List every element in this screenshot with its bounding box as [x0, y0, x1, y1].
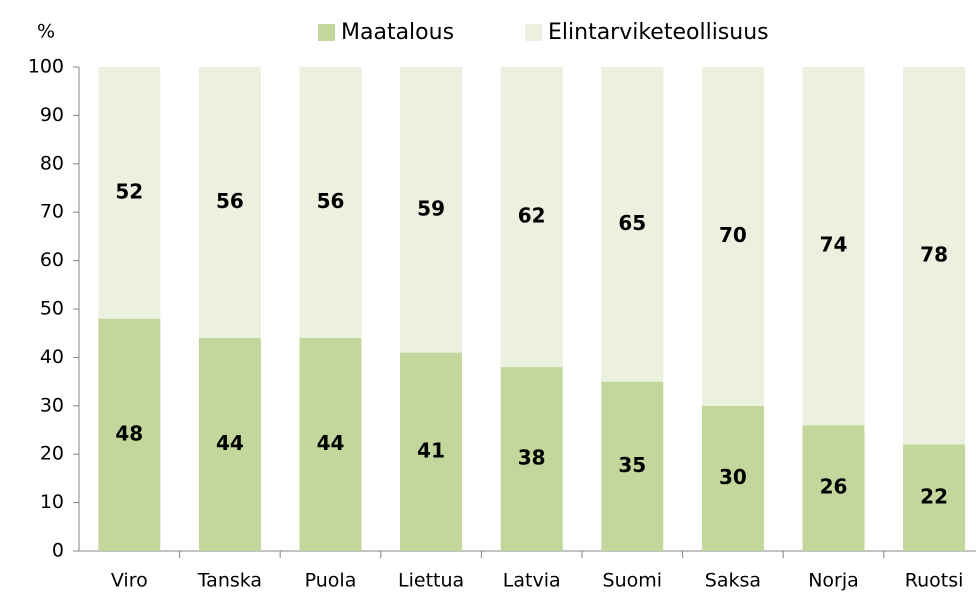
value-label: 41 — [417, 438, 445, 462]
y-tick-label: 70 — [40, 201, 64, 223]
value-label: 56 — [317, 189, 345, 213]
value-label: 74 — [820, 233, 848, 257]
bar-segment — [802, 67, 865, 426]
value-label: 38 — [518, 446, 546, 470]
value-label: 30 — [719, 465, 747, 489]
value-label: 62 — [518, 204, 546, 228]
bar-segment — [400, 352, 463, 551]
x-tick-label: Ruotsi — [905, 570, 964, 592]
value-label: 44 — [317, 431, 345, 455]
y-tick-label: 30 — [40, 394, 64, 416]
legend-swatch — [525, 24, 542, 41]
y-tick-label: 20 — [40, 443, 64, 465]
bar-segment — [500, 67, 563, 368]
value-label: 52 — [115, 179, 143, 203]
bar-segment — [701, 67, 764, 406]
value-label: 44 — [216, 431, 244, 455]
x-tick-label: Liettua — [398, 570, 464, 592]
bar-segment — [98, 318, 161, 551]
y-tick-label: 40 — [40, 346, 64, 368]
y-tick-label: 60 — [40, 249, 64, 271]
bar-segment — [198, 67, 261, 339]
bar-segment — [903, 444, 966, 551]
bar-segment — [400, 67, 463, 353]
y-tick-label: 90 — [40, 104, 64, 126]
value-label: 22 — [920, 484, 948, 508]
x-tick-label: Norja — [808, 570, 859, 592]
value-label: 65 — [618, 211, 646, 235]
bar-segment — [500, 367, 563, 551]
value-label: 78 — [920, 242, 948, 266]
bar-segment — [98, 67, 161, 319]
bar-segment — [802, 425, 865, 551]
legend-swatch — [318, 24, 335, 41]
bar-segment — [601, 67, 664, 382]
bar-segment — [299, 67, 362, 339]
bar-segment — [601, 381, 664, 551]
y-axis-label: % — [37, 21, 55, 43]
x-tick-label: Suomi — [603, 570, 663, 592]
value-label: 26 — [820, 475, 848, 499]
x-tick-label: Puola — [305, 570, 357, 592]
x-tick-label: Tanska — [197, 570, 262, 592]
legend-label: Maatalous — [341, 20, 454, 45]
y-tick-label: 50 — [40, 298, 64, 320]
value-label: 70 — [719, 223, 747, 247]
bar-segment — [299, 338, 362, 551]
y-tick-label: 0 — [52, 540, 64, 562]
bar-segment — [903, 67, 966, 445]
y-tick-label: 80 — [40, 152, 64, 174]
y-tick-label: 10 — [40, 491, 64, 513]
x-tick-label: Latvia — [503, 570, 561, 592]
legend-label: Elintarviketeollisuus — [548, 20, 769, 45]
bar-segment — [198, 338, 261, 551]
bar-segment — [701, 405, 764, 551]
x-tick-label: Viro — [111, 570, 148, 592]
y-tick-label: 100 — [28, 56, 64, 78]
value-label: 48 — [115, 421, 143, 445]
value-label: 35 — [618, 453, 646, 477]
value-label: 59 — [417, 196, 445, 220]
x-tick-label: Saksa — [705, 570, 761, 592]
value-label: 56 — [216, 189, 244, 213]
